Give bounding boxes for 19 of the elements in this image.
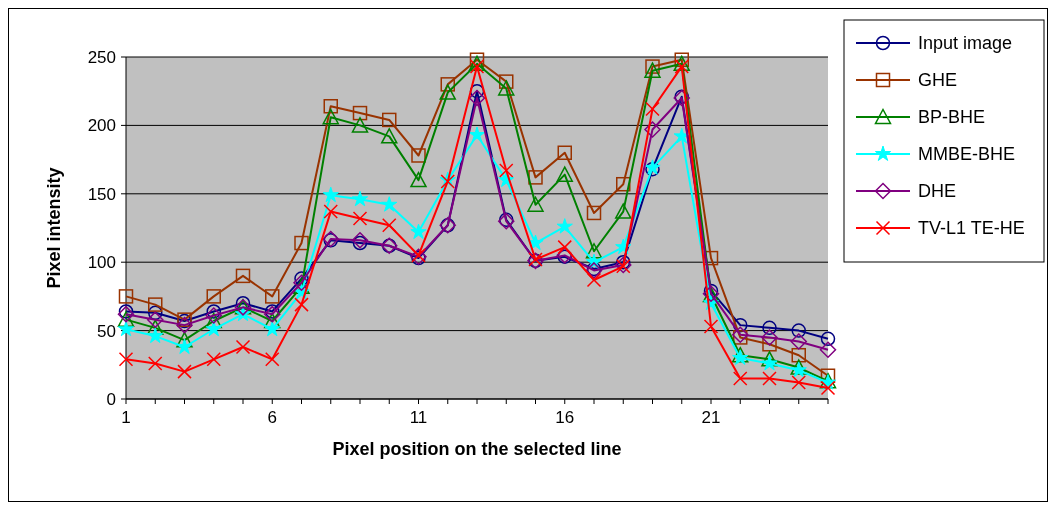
y-tick-label: 100 (87, 253, 116, 273)
y-tick-label: 0 (106, 389, 116, 409)
y-tick-label: 200 (87, 116, 116, 136)
legend-label: BP-BHE (918, 107, 986, 128)
x-tick-label: 6 (267, 408, 277, 427)
x-tick-label: 11 (409, 408, 428, 427)
y-tick-label: 250 (87, 47, 116, 67)
x-axis-title: Pixel position on the selected line (332, 439, 622, 459)
legend-label: Input image (918, 33, 1013, 54)
legend-label: MMBE-BHE (918, 144, 1016, 165)
legend-label: TV-L1 TE-HE (918, 218, 1025, 239)
y-tick-label: 50 (97, 321, 116, 341)
y-tick-label: 150 (87, 184, 116, 204)
x-tick-label: 16 (555, 408, 575, 427)
legend-label: DHE (918, 181, 957, 202)
x-tick-label: 21 (701, 408, 721, 427)
legend-label: GHE (918, 70, 958, 91)
y-axis-title: Pixel intensity (44, 167, 64, 289)
x-tick-label: 1 (121, 408, 131, 427)
